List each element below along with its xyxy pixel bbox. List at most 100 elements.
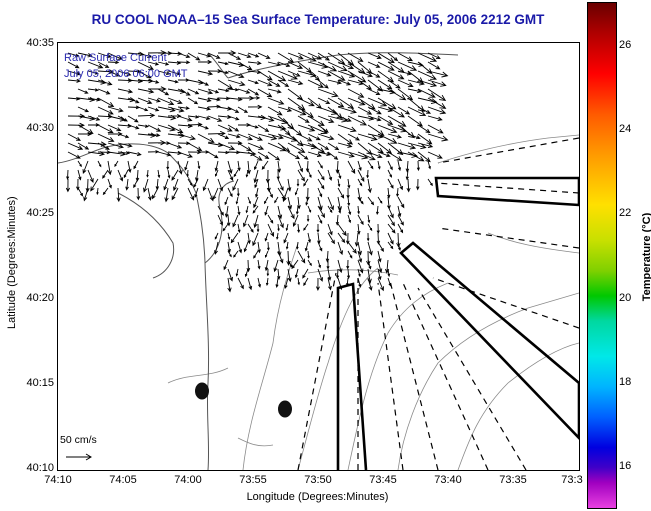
current-vector — [347, 97, 366, 106]
current-vector — [82, 160, 89, 174]
current-vector — [167, 79, 179, 84]
current-vector — [337, 70, 356, 78]
current-vector — [237, 223, 241, 234]
current-vector — [417, 124, 431, 134]
current-vector — [297, 151, 309, 160]
current-vector — [287, 88, 304, 101]
current-vector — [187, 142, 203, 152]
current-vector — [337, 79, 352, 86]
current-vector — [117, 70, 132, 77]
current-vector — [264, 232, 269, 242]
current-vector — [257, 277, 262, 288]
contour-line — [237, 437, 274, 447]
current-vector — [147, 124, 162, 132]
current-vector — [377, 142, 393, 155]
current-vector — [218, 50, 237, 56]
current-vector — [267, 133, 284, 140]
current-vector — [177, 151, 193, 158]
highlight-boxes — [336, 176, 579, 470]
current-vector — [237, 88, 251, 94]
box-southeast — [399, 241, 579, 440]
current-vector — [335, 268, 340, 279]
current-vector — [294, 187, 299, 196]
map-title: RU COOL NOAA–15 Sea Surface Temperature:… — [91, 12, 545, 27]
map-panel[interactable]: Raw Surface Current July 05, 2006 06:00 … — [57, 42, 580, 471]
current-vector — [317, 142, 330, 150]
current-vector — [237, 160, 241, 172]
current-vector — [387, 79, 401, 89]
current-vector — [367, 52, 382, 59]
current-vector — [292, 214, 299, 227]
current-vector — [257, 115, 275, 122]
current-vector — [197, 79, 210, 86]
current-vector — [347, 196, 351, 207]
current-vector — [264, 196, 269, 205]
current-vector — [347, 160, 356, 174]
current-vector — [345, 232, 350, 245]
colorbar-tick: 26 — [619, 39, 632, 51]
y-tick: 40:15 — [26, 377, 54, 389]
box-south — [336, 282, 368, 470]
current-vector — [327, 169, 333, 181]
current-vector — [107, 106, 124, 113]
current-vector — [253, 214, 259, 229]
current-vector — [257, 133, 278, 141]
current-vector — [257, 259, 261, 270]
current-vector — [127, 151, 142, 157]
current-vector — [177, 133, 196, 141]
current-vector — [147, 187, 152, 201]
current-vector — [327, 223, 333, 236]
current-vector — [261, 160, 269, 170]
current-vector — [227, 133, 241, 139]
current-vector — [217, 178, 224, 192]
current-vector — [317, 124, 329, 133]
current-vector — [327, 97, 345, 108]
surface-current-vectors — [65, 50, 449, 293]
current-vector — [146, 169, 149, 178]
current-vector — [317, 241, 323, 252]
current-vector — [227, 79, 246, 87]
current-vector — [184, 160, 189, 171]
current-vector — [397, 88, 414, 101]
current-vector — [155, 178, 160, 191]
current-vector — [197, 88, 214, 95]
current-vector — [407, 79, 425, 86]
current-vector — [187, 97, 199, 105]
map-canvas[interactable] — [58, 43, 579, 470]
current-vector — [227, 277, 232, 293]
current-vector — [264, 250, 269, 258]
current-vector — [317, 259, 322, 269]
current-vector — [67, 113, 86, 119]
current-vector — [427, 52, 441, 60]
current-vector — [177, 52, 191, 59]
current-vector — [217, 150, 230, 155]
current-vector — [337, 97, 355, 109]
buoy-marker[interactable] — [278, 400, 292, 418]
current-vector — [307, 61, 329, 69]
current-vector — [197, 52, 212, 58]
current-vector — [233, 250, 239, 258]
current-vector — [197, 106, 212, 111]
current-vector — [397, 142, 417, 150]
current-vector — [230, 232, 239, 244]
buoy-marker[interactable] — [195, 382, 209, 400]
current-vector — [167, 169, 171, 179]
current-vector — [337, 52, 355, 66]
current-vector — [317, 169, 325, 181]
current-vector — [277, 205, 283, 220]
current-vector — [202, 178, 209, 192]
current-vector — [226, 214, 231, 227]
coastline-nj — [167, 152, 210, 470]
current-vector — [236, 187, 240, 197]
current-vector — [415, 178, 420, 191]
current-vector — [427, 178, 433, 187]
current-vector — [67, 133, 82, 141]
current-vector — [247, 96, 261, 100]
inset-line-1: Raw Surface Current — [64, 52, 167, 64]
current-vector — [367, 259, 372, 270]
current-vector — [237, 106, 249, 113]
current-vector — [222, 223, 229, 232]
current-vector — [97, 79, 113, 86]
current-vector — [275, 277, 279, 289]
current-vector — [287, 178, 292, 192]
